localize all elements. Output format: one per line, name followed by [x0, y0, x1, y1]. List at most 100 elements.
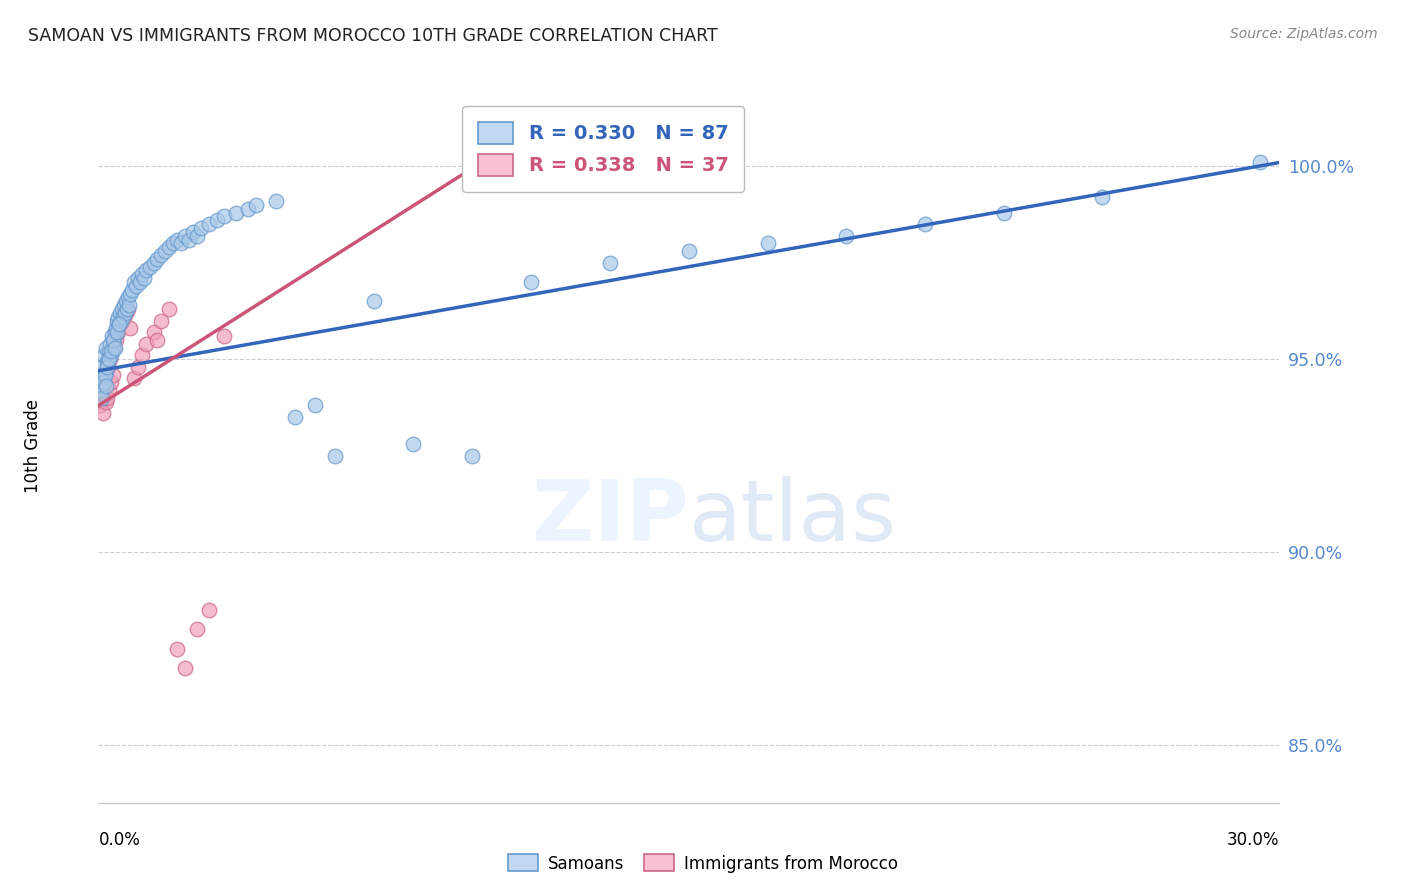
Point: [91, 371, 114, 385]
Point: [520, 275, 543, 289]
Point: [214, 210, 236, 224]
Point: [108, 318, 131, 332]
Point: [678, 244, 700, 259]
Point: [103, 341, 125, 355]
Point: [93, 376, 115, 390]
Point: [108, 306, 131, 320]
Point: [105, 313, 128, 327]
Point: [150, 313, 173, 327]
Point: [96, 364, 118, 378]
Text: Source: ZipAtlas.com: Source: ZipAtlas.com: [1230, 27, 1378, 41]
Point: [186, 228, 208, 243]
Point: [190, 221, 212, 235]
Point: [105, 325, 128, 339]
Point: [94, 394, 117, 409]
Point: [205, 213, 228, 227]
Point: [150, 248, 173, 262]
Point: [402, 437, 425, 451]
Point: [112, 310, 135, 324]
Point: [461, 449, 484, 463]
Point: [93, 371, 115, 385]
Point: [98, 383, 121, 397]
Point: [107, 310, 129, 324]
Point: [138, 260, 160, 274]
Point: [142, 256, 165, 270]
Point: [103, 341, 125, 355]
Point: [1249, 155, 1271, 169]
Point: [284, 410, 307, 425]
Point: [363, 294, 385, 309]
Point: [135, 263, 157, 277]
Point: [122, 371, 145, 385]
Point: [91, 359, 114, 374]
Point: [105, 333, 128, 347]
Point: [115, 306, 138, 320]
Text: 30.0%: 30.0%: [1227, 831, 1279, 849]
Point: [122, 275, 145, 289]
Point: [91, 391, 114, 405]
Point: [110, 313, 132, 327]
Point: [146, 252, 169, 266]
Point: [121, 283, 143, 297]
Point: [115, 301, 138, 316]
Point: [107, 325, 129, 339]
Text: 10th Grade: 10th Grade: [24, 399, 42, 493]
Point: [98, 336, 121, 351]
Point: [103, 333, 125, 347]
Point: [96, 391, 118, 405]
Point: [131, 268, 153, 282]
Point: [197, 217, 219, 231]
Point: [166, 641, 188, 656]
Point: [91, 406, 114, 420]
Point: [118, 321, 141, 335]
Point: [115, 294, 138, 309]
Point: [993, 205, 1015, 219]
Point: [90, 387, 112, 401]
Point: [103, 368, 125, 382]
Point: [245, 198, 267, 212]
Point: [177, 233, 200, 247]
Point: [186, 622, 208, 636]
Text: atlas: atlas: [689, 475, 897, 559]
Point: [94, 379, 117, 393]
Point: [132, 271, 155, 285]
Text: SAMOAN VS IMMIGRANTS FROM MOROCCO 10TH GRADE CORRELATION CHART: SAMOAN VS IMMIGRANTS FROM MOROCCO 10TH G…: [28, 27, 718, 45]
Point: [174, 661, 197, 675]
Point: [118, 286, 141, 301]
Point: [111, 313, 134, 327]
Point: [481, 148, 503, 162]
Point: [89, 368, 111, 382]
Point: [108, 318, 131, 332]
Point: [756, 236, 779, 251]
Legend: Samoans, Immigrants from Morocco: Samoans, Immigrants from Morocco: [501, 847, 905, 880]
Point: [98, 352, 121, 367]
Point: [114, 306, 136, 320]
Point: [101, 329, 124, 343]
Point: [101, 333, 124, 347]
Point: [117, 291, 139, 305]
Point: [111, 301, 134, 316]
Point: [94, 364, 117, 378]
Point: [236, 202, 259, 216]
Point: [197, 603, 219, 617]
Point: [155, 244, 177, 259]
Text: 0.0%: 0.0%: [98, 831, 141, 849]
Point: [97, 352, 120, 367]
Point: [181, 225, 204, 239]
Point: [105, 321, 128, 335]
Point: [135, 336, 157, 351]
Point: [93, 368, 115, 382]
Point: [166, 233, 188, 247]
Point: [131, 348, 153, 362]
Legend: R = 0.330   N = 87, R = 0.338   N = 37: R = 0.330 N = 87, R = 0.338 N = 37: [463, 106, 744, 192]
Point: [93, 348, 115, 362]
Text: ZIP: ZIP: [531, 475, 689, 559]
Point: [264, 194, 287, 208]
Point: [96, 341, 118, 355]
Point: [127, 271, 149, 285]
Point: [835, 228, 858, 243]
Point: [100, 344, 122, 359]
Point: [127, 359, 149, 374]
Point: [1091, 190, 1114, 204]
Point: [108, 318, 131, 332]
